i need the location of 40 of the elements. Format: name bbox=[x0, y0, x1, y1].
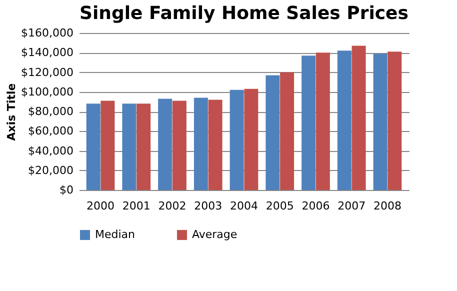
x-tick-label: 2004 bbox=[230, 200, 258, 212]
y-tick-label: $0 bbox=[60, 184, 74, 196]
x-tick-label: 2006 bbox=[302, 200, 330, 212]
bar bbox=[244, 88, 258, 190]
y-tick-label: $100,000 bbox=[21, 85, 74, 98]
bar bbox=[136, 104, 151, 190]
y-axis-title: Axis Title bbox=[5, 83, 18, 141]
bar bbox=[388, 52, 402, 190]
bar bbox=[302, 56, 316, 190]
x-tick-label: 2001 bbox=[122, 200, 150, 212]
bar bbox=[316, 52, 330, 190]
chart-title: Single Family Home Sales Prices bbox=[80, 3, 408, 24]
x-tick-label: 2000 bbox=[86, 200, 115, 212]
bar bbox=[158, 98, 172, 190]
bar bbox=[208, 100, 222, 190]
y-tick-label: $60,000 bbox=[28, 124, 74, 138]
bar bbox=[230, 90, 244, 190]
bar bbox=[122, 104, 136, 190]
x-tick-label: 2008 bbox=[373, 200, 402, 212]
y-tick-label: $20,000 bbox=[28, 164, 74, 177]
bar bbox=[373, 54, 388, 190]
bar bbox=[194, 98, 208, 190]
y-tick-label: $160,000 bbox=[21, 26, 74, 40]
x-tick-label: 2007 bbox=[338, 200, 366, 212]
bar bbox=[100, 100, 115, 190]
y-tick-label: $140,000 bbox=[21, 46, 74, 60]
bar bbox=[337, 50, 352, 190]
x-tick-label: 2003 bbox=[194, 200, 222, 212]
bar bbox=[266, 75, 280, 190]
bar bbox=[280, 72, 294, 190]
bar bbox=[352, 46, 366, 190]
legend-label: Median bbox=[95, 228, 136, 241]
y-tick-label: $80,000 bbox=[28, 105, 74, 118]
bar bbox=[172, 100, 186, 190]
bar bbox=[86, 104, 100, 190]
legend-label: Average bbox=[192, 228, 238, 241]
y-tick-label: $40,000 bbox=[28, 144, 74, 158]
x-tick-label: 2002 bbox=[158, 200, 186, 212]
y-tick-label: $120,000 bbox=[21, 66, 74, 79]
x-tick-label: 2005 bbox=[266, 200, 294, 212]
